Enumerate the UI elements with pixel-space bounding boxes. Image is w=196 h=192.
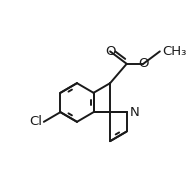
Text: CH₃: CH₃ xyxy=(162,45,186,58)
Text: Cl: Cl xyxy=(29,115,42,128)
Text: O: O xyxy=(138,57,149,70)
Text: O: O xyxy=(105,45,115,58)
Text: N: N xyxy=(130,106,140,119)
